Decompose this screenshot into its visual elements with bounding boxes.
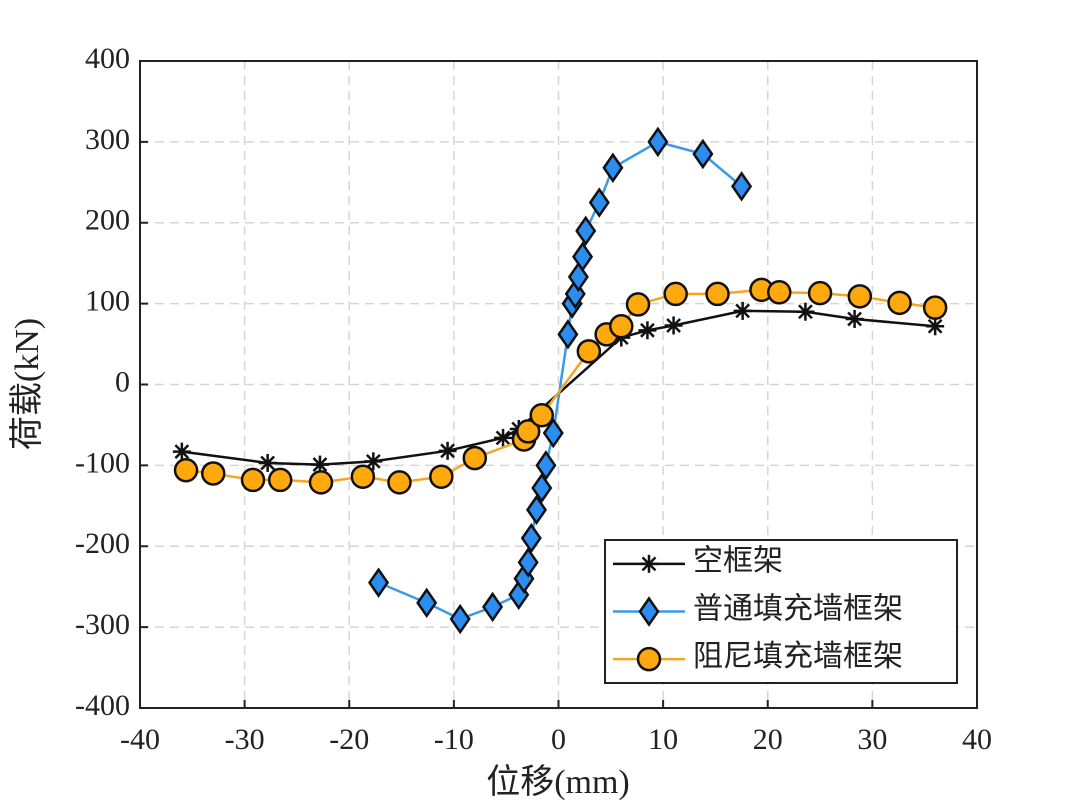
marker	[529, 402, 555, 428]
y-tick-label: -400	[75, 689, 130, 722]
x-tick-label: -10	[434, 723, 474, 756]
marker-stroke	[666, 318, 681, 333]
marker	[482, 591, 504, 623]
marker	[731, 171, 753, 202]
marker	[267, 467, 293, 493]
marker	[535, 450, 557, 481]
x-tick-label: -20	[329, 723, 369, 756]
marker	[258, 453, 277, 472]
marker	[575, 215, 597, 247]
marker	[847, 284, 873, 309]
marker	[572, 241, 594, 272]
marker	[638, 596, 660, 627]
marker	[350, 464, 376, 489]
marker-stroke	[798, 304, 813, 320]
marker	[922, 295, 948, 320]
x-tick-label: 30	[857, 723, 887, 756]
marker-stroke	[927, 318, 943, 334]
legend-label: 空框架	[693, 545, 783, 578]
marker-stroke	[312, 457, 328, 472]
marker	[200, 461, 226, 486]
y-tick-label: -100	[75, 446, 130, 479]
marker	[520, 522, 542, 554]
marker	[640, 554, 658, 573]
marker	[845, 309, 864, 328]
marker	[526, 494, 548, 526]
marker	[308, 470, 334, 495]
x-tick-label: -30	[225, 723, 265, 756]
marker	[449, 603, 471, 635]
marker	[416, 587, 438, 619]
marker	[542, 417, 564, 449]
y-tick-label: -200	[75, 527, 130, 560]
marker-stroke	[641, 556, 657, 572]
marker	[557, 319, 579, 350]
legend-label: 普通填充墙框架	[693, 592, 903, 625]
marker	[796, 302, 815, 321]
marker-stroke	[260, 455, 276, 471]
marker	[576, 339, 602, 364]
marker	[429, 464, 454, 489]
marker	[638, 321, 657, 340]
marker	[240, 467, 266, 493]
marker	[733, 301, 752, 320]
marker	[494, 428, 513, 447]
y-tick-label: 300	[85, 123, 130, 156]
x-tick-label: 20	[753, 723, 783, 756]
marker-stroke	[365, 453, 381, 469]
legend-label: 阻尼填充墙框架	[693, 640, 903, 673]
marker-stroke	[440, 443, 455, 459]
y-tick-label: 100	[85, 285, 130, 318]
marker-stroke	[735, 303, 751, 319]
marker-stroke	[174, 444, 190, 460]
marker-stroke	[847, 311, 862, 327]
marker	[705, 281, 730, 307]
marker	[368, 567, 390, 598]
y-tick-label: 0	[115, 365, 130, 398]
marker	[609, 314, 634, 339]
marker-stroke	[495, 430, 511, 446]
marker	[807, 280, 833, 306]
marker	[926, 317, 945, 336]
y-axis-label: 荷载(kN)	[8, 318, 46, 450]
plot-frame	[139, 60, 978, 709]
marker	[517, 547, 539, 578]
marker	[173, 457, 199, 483]
x-tick-label: 0	[551, 723, 566, 756]
x-tick-label: -40	[120, 723, 160, 756]
marker	[588, 187, 610, 218]
marker	[364, 452, 383, 471]
marker	[531, 472, 553, 504]
y-tick-label: 400	[85, 42, 130, 75]
marker	[625, 292, 651, 317]
y-tick-label: 200	[85, 204, 130, 237]
marker-stroke	[640, 322, 655, 338]
marker	[663, 281, 688, 307]
marker	[647, 126, 669, 158]
marker	[567, 261, 589, 293]
marker	[515, 419, 541, 444]
x-tick-label: 10	[648, 723, 678, 756]
y-tick-label: -300	[75, 608, 130, 641]
x-tick-label: 40	[962, 723, 992, 756]
marker	[887, 290, 912, 316]
marker	[438, 441, 457, 460]
marker	[767, 280, 792, 305]
marker	[602, 152, 624, 183]
marker	[664, 316, 683, 335]
marker	[387, 470, 412, 495]
marker	[172, 442, 191, 461]
marker	[692, 138, 714, 170]
x-axis-label: 位移(mm)	[486, 763, 630, 801]
marker	[462, 445, 488, 471]
marker	[636, 646, 662, 672]
